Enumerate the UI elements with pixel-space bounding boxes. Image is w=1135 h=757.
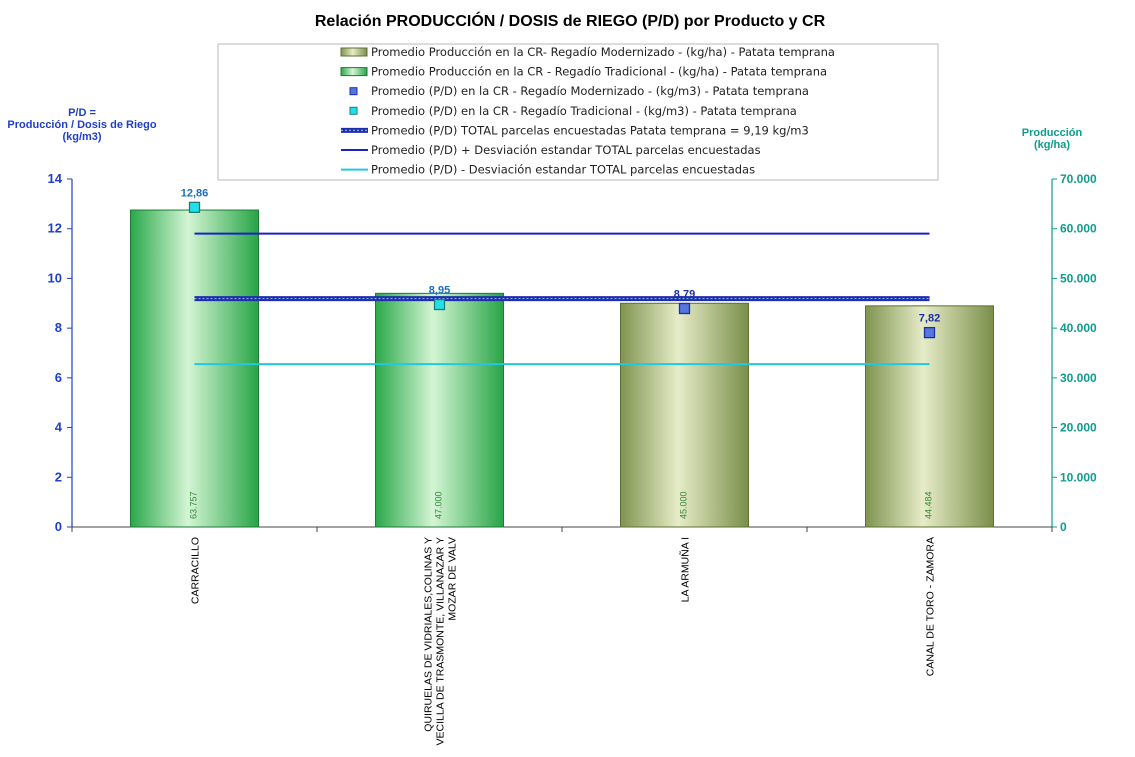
y-left-tick-label: 4 <box>55 420 63 435</box>
pd-value-label: 12,86 <box>181 187 209 199</box>
y-axis-left-title: P/D =Producción / Dosis de Riego(kg/m3) <box>7 107 156 143</box>
legend-swatch-pd-tradicional <box>349 106 358 115</box>
legend-entry-label: Promedio (P/D) + Desviación estandar TOT… <box>371 143 761 157</box>
bar-value-label: 44.484 <box>924 491 934 519</box>
category-label: MOZAR DE VALV <box>447 537 459 621</box>
y-right-tick-label: 70.000 <box>1060 172 1097 186</box>
y-left-tick-label: 12 <box>48 221 62 236</box>
bar <box>375 292 504 528</box>
y-left-title-line: (kg/m3) <box>62 131 101 143</box>
pd-marker <box>923 326 936 339</box>
y-right-tick-label: 0 <box>1060 520 1067 534</box>
y-right-tick-label: 30.000 <box>1060 371 1097 385</box>
category-label: QUIRUELAS DE VIDRIALES,COLINAS Y <box>423 537 435 732</box>
bar-value-label: 63.757 <box>189 491 199 519</box>
y-left-tick-label: 6 <box>55 370 62 385</box>
legend-entry-label: Promedio (P/D) TOTAL parcelas encuestada… <box>371 123 809 137</box>
legend-entry-label: Promedio Producción en la CR- Regadío Mo… <box>371 45 835 59</box>
pd-marker <box>678 302 691 315</box>
y-right-title-line: Producción <box>1022 127 1083 139</box>
bar-value-label: 45.000 <box>679 491 689 519</box>
bar <box>130 209 259 528</box>
pd-marker <box>433 298 446 311</box>
legend-entry-label: Promedio Producción en la CR - Regadío T… <box>371 65 827 79</box>
y-right-tick-label: 20.000 <box>1060 421 1097 435</box>
pd-value-label: 7,82 <box>919 313 940 325</box>
y-left-tick-label: 0 <box>55 519 62 534</box>
y-left-title-line: P/D = <box>68 107 96 119</box>
y-right-tick-label: 10.000 <box>1060 470 1097 484</box>
y-left-title-line: Producción / Dosis de Riego <box>7 119 156 131</box>
pd-value-label: 8,79 <box>674 289 695 301</box>
y-axis-right-title: Producción(kg/ha) <box>1022 127 1083 151</box>
y-left-tick-label: 2 <box>55 469 62 484</box>
legend-box <box>217 43 939 181</box>
pd-value-label: 8,95 <box>429 285 450 297</box>
y-right-tick-label: 50.000 <box>1060 271 1097 285</box>
legend: Promedio Producción en la CR- Regadío Mo… <box>217 43 939 181</box>
category-label: LA ARMUÑA I <box>679 537 692 602</box>
y-right-tick-label: 60.000 <box>1060 222 1097 236</box>
legend-entry-label: Promedio (P/D) en la CR - Regadío Modern… <box>371 84 809 98</box>
legend-entry-label: Promedio (P/D) - Desviación estandar TOT… <box>371 163 755 177</box>
legend-entry-label: Promedio (P/D) en la CR - Regadío Tradic… <box>371 104 797 118</box>
category-label: CARRACILLO <box>190 537 202 604</box>
legend-swatch-tradicional-bar <box>340 67 368 77</box>
legend-swatch-modernizado-bar <box>340 47 368 57</box>
bar <box>865 305 994 528</box>
pd-marker <box>188 201 201 213</box>
legend-swatch-pd-modernizado <box>349 87 358 96</box>
y-right-tick-label: 40.000 <box>1060 321 1097 335</box>
y-left-tick-label: 14 <box>48 171 63 186</box>
plot-area: 0 2 4 6 8 10 12 14 0 10.000 20.000 30.000 40.000 50.0… <box>48 171 1097 746</box>
y-left-tick-label: 8 <box>55 320 62 335</box>
bar <box>620 302 749 528</box>
chart-title: Relación PRODUCCIÓN / DOSIS de RIEGO (P/… <box>315 11 826 30</box>
category-label: VECILLA DE TRASMONTE, VILLANAZAR Y <box>435 537 447 746</box>
bar-value-label: 47.000 <box>434 491 444 519</box>
y-right-title-line: (kg/ha) <box>1034 139 1070 151</box>
category-label: CANAL DE TORO - ZAMORA <box>925 537 937 676</box>
y-left-tick-label: 10 <box>48 270 62 285</box>
